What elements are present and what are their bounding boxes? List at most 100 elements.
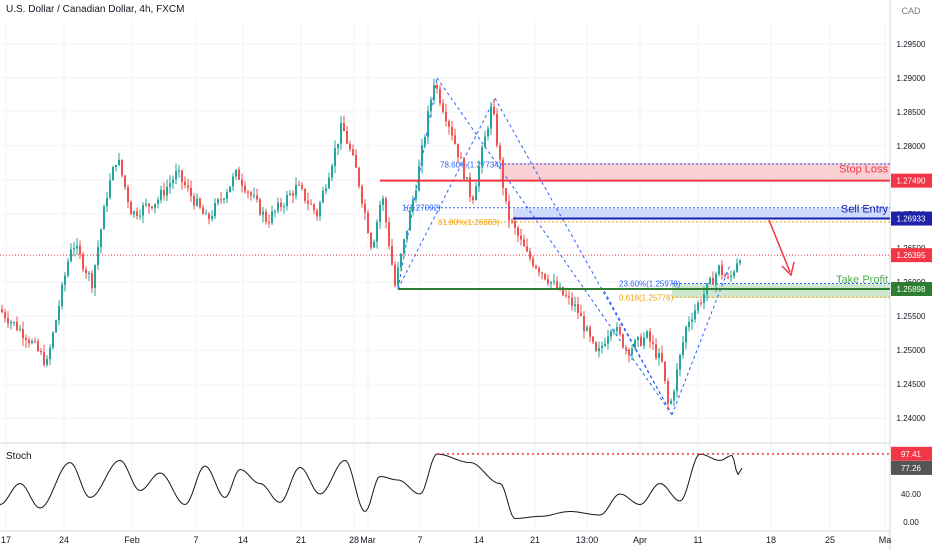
candle-body <box>700 302 702 304</box>
candle-body <box>205 213 207 215</box>
candle-body <box>688 322 690 327</box>
candle-body <box>346 130 348 144</box>
currency-label: CAD <box>901 6 921 16</box>
candle-body <box>460 157 462 159</box>
candle-body <box>361 186 363 204</box>
candle-body <box>421 145 423 166</box>
candle-body <box>727 276 729 278</box>
candle-body <box>139 215 141 217</box>
harmonic-leg <box>397 98 496 290</box>
stoch-tick: 0.00 <box>903 518 919 527</box>
candle-body <box>376 221 378 242</box>
candle-body <box>532 258 534 266</box>
candle-body <box>526 246 528 252</box>
time-axis[interactable]: 17 24 Feb 7 14 21 28 Mar 7 14 21 13:00 Apr 11 18 25 Ma <box>1 535 891 545</box>
candle-body <box>301 185 303 189</box>
candle-body <box>175 170 177 180</box>
candle-body <box>58 305 60 321</box>
candle-body <box>619 327 621 335</box>
candle-body <box>580 312 582 317</box>
candle-body <box>310 203 312 205</box>
price-tick: 1.24500 <box>897 380 926 389</box>
candle-body <box>163 189 165 196</box>
candle-body <box>535 265 537 269</box>
candle-body <box>694 310 696 320</box>
stoch-label: Stoch <box>6 451 32 462</box>
candle-body <box>589 327 591 337</box>
candle-body <box>325 188 327 191</box>
candle-body <box>448 121 450 127</box>
price-tick: 1.28000 <box>897 142 926 151</box>
candle-body <box>334 148 336 166</box>
candle-body <box>649 331 651 342</box>
price-axis[interactable]: CAD1.295001.290001.285001.280001.275001.… <box>891 6 932 527</box>
candle-body <box>427 111 429 137</box>
down-arrow-head <box>781 261 795 277</box>
candle-body <box>259 199 261 215</box>
candle-body <box>151 206 153 209</box>
candle-body <box>571 297 573 306</box>
candle-body <box>646 331 648 338</box>
candle-body <box>52 332 54 348</box>
candle-body <box>112 167 114 181</box>
candle-body <box>463 158 465 180</box>
candle-body <box>190 187 192 197</box>
candle-body <box>97 247 99 266</box>
candle-body <box>511 220 513 222</box>
trade-levels: Stop Loss Sell Entry Take Profit <box>0 163 890 290</box>
candle-body <box>685 326 687 343</box>
price-tick: 1.25500 <box>897 312 926 321</box>
candle-body <box>703 294 705 304</box>
candle-body <box>523 239 525 247</box>
time-tick: 28 <box>349 535 359 545</box>
candle-body <box>319 202 321 217</box>
candle-body <box>679 354 681 370</box>
candle-body <box>406 230 408 240</box>
candle-body <box>403 239 405 254</box>
candle-body <box>250 192 252 196</box>
candle-body <box>664 361 666 382</box>
down-arrow-icon <box>768 219 791 273</box>
candle-body <box>670 400 672 404</box>
candle-body <box>640 336 642 346</box>
candle-body <box>712 277 714 285</box>
candle-body <box>574 304 576 306</box>
candle-body <box>124 175 126 188</box>
candle-body <box>286 195 288 207</box>
candle-body <box>61 284 63 306</box>
candle-body <box>415 190 417 200</box>
candle-body <box>256 195 258 200</box>
candle-body <box>247 191 249 193</box>
candle-body <box>562 286 564 296</box>
candle-body <box>88 273 90 275</box>
time-tick: Ma <box>879 535 892 545</box>
candle-body <box>217 199 219 204</box>
candle-body <box>496 113 498 146</box>
candle-body <box>538 268 540 273</box>
candle-body <box>367 212 369 234</box>
candle-body <box>28 340 30 344</box>
candle-body <box>625 347 627 350</box>
candle-body <box>505 188 507 202</box>
candle-body <box>541 272 543 274</box>
candle-body <box>652 341 654 345</box>
time-tick: Mar <box>360 535 376 545</box>
sell-entry-price-badge <box>891 211 932 226</box>
candle-body <box>628 349 630 355</box>
fib-label: 0.618(1.25776) <box>619 293 674 302</box>
candle-body <box>49 347 51 360</box>
candle-body <box>79 245 81 255</box>
candle-body <box>412 199 414 211</box>
candle-body <box>613 331 615 333</box>
candle-body <box>469 177 471 197</box>
candle-body <box>508 201 510 221</box>
candle-body <box>40 350 42 353</box>
price-tick: 1.29000 <box>897 74 926 83</box>
candle-body <box>331 165 333 178</box>
candle-body <box>154 203 156 209</box>
take-profit-text: Take Profit <box>836 274 888 286</box>
candle-body <box>142 205 144 216</box>
candle-body <box>394 264 396 286</box>
candles[interactable] <box>1 78 741 411</box>
candle-body <box>1 309 3 313</box>
